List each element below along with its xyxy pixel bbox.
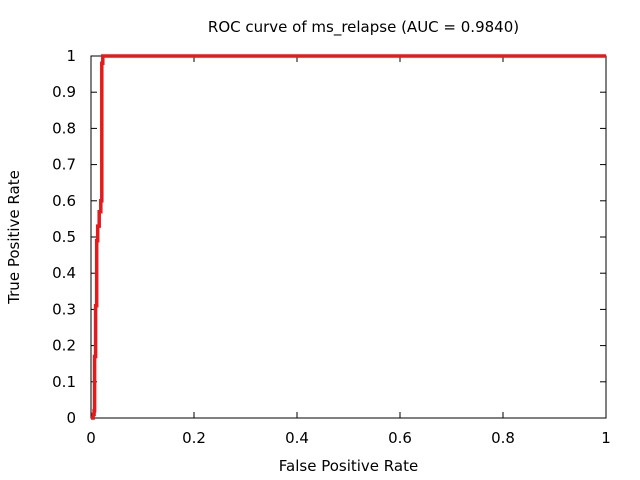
x-tick-label: 0.4 xyxy=(285,429,309,447)
y-tick-label: 0.7 xyxy=(52,156,76,174)
y-tick-label: 0.6 xyxy=(52,192,76,210)
y-tick-label: 0.4 xyxy=(52,264,76,282)
y-axis-ticks: 0 0.1 0.2 0.3 0.4 0.5 0.6 0.7 0.8 0.9 1 xyxy=(52,47,606,427)
y-tick-label: 0.3 xyxy=(52,300,76,318)
series-layer xyxy=(91,54,606,420)
x-axis-ticks: 0 0.2 0.4 0.6 0.8 1 xyxy=(86,56,611,447)
x-tick-label: 0.2 xyxy=(182,429,206,447)
chart-title: ROC curve of ms_relapse (AUC = 0.9840) xyxy=(208,18,519,37)
y-tick-label: 1 xyxy=(66,47,76,65)
x-tick-label: 0.8 xyxy=(491,429,515,447)
y-tick-label: 0 xyxy=(66,409,76,427)
plot-frame xyxy=(90,55,607,419)
x-tick-label: 0.6 xyxy=(388,429,412,447)
x-tick-label: 0 xyxy=(86,429,96,447)
x-axis-title: False Positive Rate xyxy=(279,457,418,475)
y-tick-label: 0.9 xyxy=(52,83,76,101)
y-tick-label: 0.8 xyxy=(52,119,76,137)
roc-curve-line xyxy=(91,54,606,420)
y-tick-label: 0.5 xyxy=(52,228,76,246)
y-axis-title: True Positive Rate xyxy=(5,170,23,305)
y-tick-label: 0.1 xyxy=(52,373,76,391)
y-tick-label: 0.2 xyxy=(52,337,76,355)
x-tick-label: 1 xyxy=(601,429,611,447)
